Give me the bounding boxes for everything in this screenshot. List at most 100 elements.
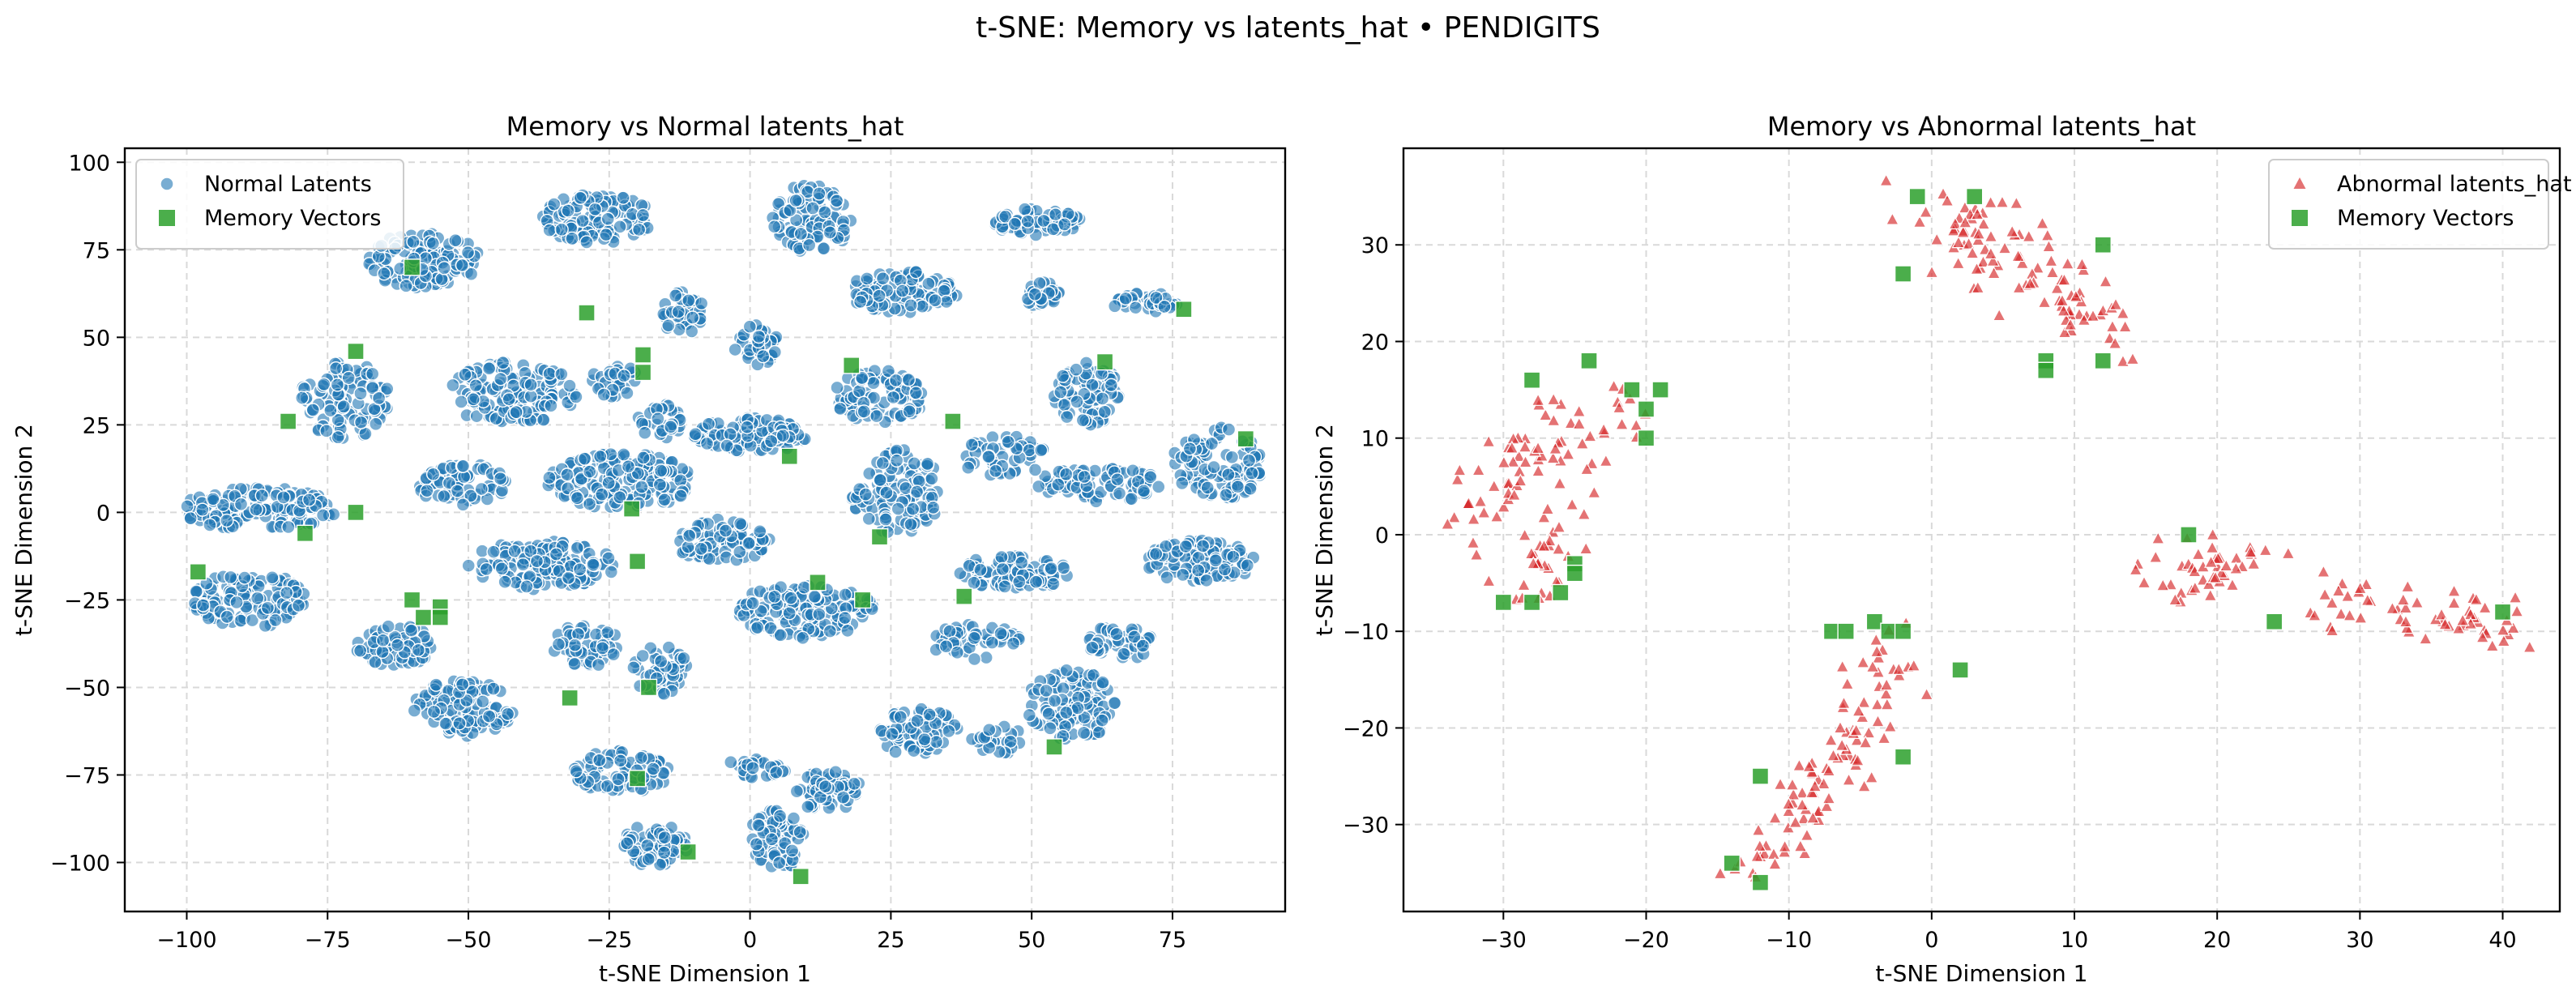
axes-frame bbox=[123, 147, 1287, 913]
data-point bbox=[1466, 536, 1480, 549]
data-point bbox=[688, 427, 703, 442]
data-point bbox=[1224, 450, 1240, 465]
data-point bbox=[788, 193, 803, 208]
data-point bbox=[604, 565, 619, 579]
data-point bbox=[600, 779, 615, 793]
memory-vector-point bbox=[1552, 583, 1570, 602]
data-point bbox=[352, 643, 368, 658]
data-point bbox=[595, 641, 610, 655]
data-point bbox=[1085, 378, 1100, 392]
data-point bbox=[601, 476, 616, 490]
data-point bbox=[720, 438, 734, 453]
data-point bbox=[860, 271, 874, 286]
data-point bbox=[2005, 224, 2019, 237]
data-point bbox=[461, 558, 476, 573]
data-point bbox=[1051, 477, 1066, 492]
data-point bbox=[229, 595, 244, 610]
x-tick-label: −100 bbox=[156, 928, 216, 953]
data-point bbox=[818, 779, 833, 794]
data-point bbox=[2069, 288, 2083, 302]
data-point bbox=[869, 408, 884, 424]
data-point bbox=[1629, 418, 1643, 431]
data-point bbox=[1208, 553, 1223, 568]
series-square bbox=[189, 258, 1255, 886]
data-point bbox=[1538, 408, 1553, 421]
x-tick-label: −10 bbox=[1766, 928, 1812, 953]
data-point bbox=[2447, 596, 2462, 609]
data-point bbox=[2061, 256, 2075, 270]
data-point bbox=[1992, 308, 2006, 322]
data-point bbox=[745, 596, 760, 611]
data-point bbox=[2118, 319, 2133, 333]
data-point bbox=[295, 391, 310, 405]
data-point bbox=[600, 625, 615, 640]
data-point bbox=[1447, 510, 1462, 523]
data-point bbox=[982, 723, 997, 737]
legend-box bbox=[2268, 159, 2549, 250]
data-point bbox=[544, 399, 558, 413]
data-point bbox=[1219, 488, 1233, 502]
data-point bbox=[681, 293, 696, 308]
data-point bbox=[606, 647, 621, 662]
memory-vector-point bbox=[634, 363, 652, 382]
data-point bbox=[881, 364, 896, 378]
data-point bbox=[2125, 352, 2140, 365]
series-triangle bbox=[1440, 173, 2537, 883]
data-point bbox=[2009, 195, 2023, 209]
data-point bbox=[786, 811, 801, 826]
data-point bbox=[529, 553, 545, 569]
memory-vector-point bbox=[843, 356, 861, 374]
data-point bbox=[2204, 554, 2219, 568]
data-point bbox=[1440, 516, 1455, 530]
data-point bbox=[1551, 541, 1566, 555]
data-point bbox=[1546, 413, 1561, 426]
data-point bbox=[474, 481, 489, 497]
data-point bbox=[1112, 486, 1127, 501]
data-point bbox=[1753, 839, 1767, 852]
data-point bbox=[411, 643, 426, 658]
memory-vector-point bbox=[870, 527, 889, 546]
data-point bbox=[1912, 215, 1927, 228]
memory-vector-point bbox=[1175, 301, 1193, 318]
data-point bbox=[2229, 550, 2244, 564]
data-point bbox=[2523, 639, 2537, 653]
data-point bbox=[1962, 236, 1976, 250]
memory-vector-point bbox=[2180, 526, 2198, 544]
data-point bbox=[1548, 441, 1562, 455]
memory-vector-point bbox=[944, 412, 962, 430]
data-point bbox=[2219, 558, 2233, 572]
data-point bbox=[964, 438, 979, 452]
data-point bbox=[1795, 797, 1809, 811]
data-point bbox=[1118, 291, 1133, 306]
data-point bbox=[905, 502, 921, 516]
data-point bbox=[953, 566, 968, 581]
data-point bbox=[998, 579, 1012, 594]
data-point bbox=[829, 194, 844, 208]
data-point bbox=[429, 677, 443, 692]
data-point bbox=[904, 517, 918, 532]
data-point bbox=[493, 472, 508, 486]
data-point bbox=[879, 485, 894, 500]
data-point bbox=[507, 544, 522, 559]
data-point bbox=[1472, 463, 1486, 476]
y-axis-label: t-SNE Dimension 2 bbox=[1311, 424, 1338, 636]
data-point bbox=[749, 837, 764, 852]
data-point bbox=[1497, 455, 1511, 468]
data-point bbox=[661, 640, 677, 655]
data-point bbox=[249, 502, 263, 517]
data-point bbox=[455, 497, 471, 512]
data-point bbox=[701, 416, 716, 431]
memory-vector-point bbox=[414, 608, 433, 626]
data-point bbox=[220, 609, 234, 624]
data-point bbox=[368, 655, 382, 669]
data-point bbox=[1970, 207, 1984, 220]
y-tick-label: −75 bbox=[64, 763, 110, 788]
data-point bbox=[2508, 590, 2523, 604]
data-point bbox=[1176, 567, 1190, 583]
data-point bbox=[1793, 839, 1808, 852]
data-point bbox=[1880, 697, 1895, 711]
data-point bbox=[1577, 506, 1591, 520]
data-point bbox=[1006, 636, 1021, 651]
data-point bbox=[2148, 549, 2163, 563]
data-point bbox=[1997, 241, 2012, 254]
